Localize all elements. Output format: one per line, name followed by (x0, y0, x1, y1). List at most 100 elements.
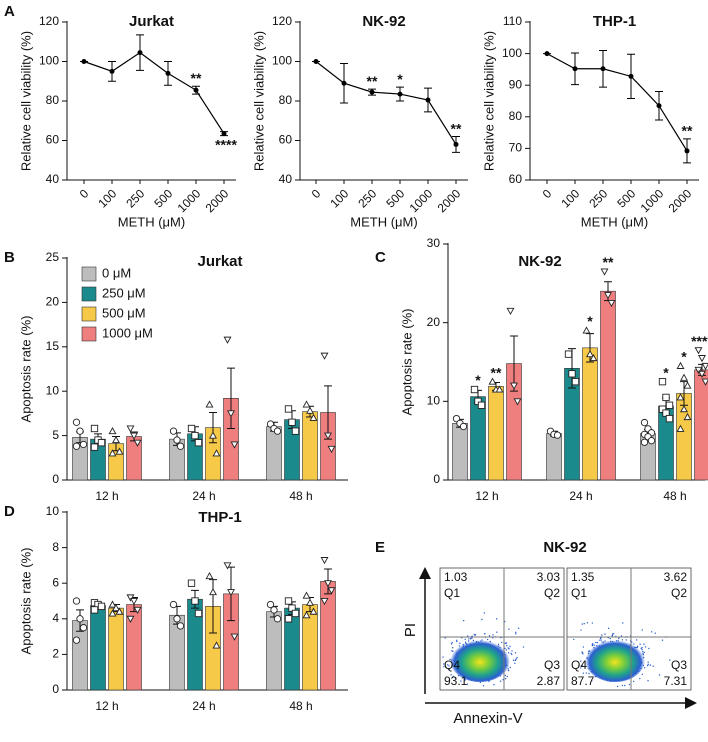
x-tick-label: 12 h (95, 699, 118, 713)
quadrant-value: 7.31 (664, 674, 688, 688)
data-point (698, 370, 706, 378)
data-point (193, 87, 199, 93)
data-point (284, 405, 293, 413)
event-dot (466, 635, 469, 637)
event-dot (468, 638, 470, 640)
data-point (676, 361, 685, 369)
data-point (397, 91, 403, 97)
data-point (284, 615, 293, 623)
data-point (640, 438, 649, 446)
event-dot (456, 639, 458, 642)
quadrant-name: Q4 (444, 658, 460, 672)
event-dot (641, 673, 644, 676)
data-point (452, 414, 461, 423)
quadrant-value: 93.1 (444, 674, 468, 688)
y-tick-label: 4 (52, 611, 59, 625)
quadrant-name: Q2 (671, 586, 687, 600)
data-point (79, 440, 88, 449)
event-dot (585, 672, 587, 674)
data-point (628, 73, 634, 79)
data-point (553, 431, 562, 439)
event-dot (462, 619, 465, 622)
significance: ** (603, 254, 614, 270)
event-dot (644, 646, 647, 648)
x-tick-label: 2000 (666, 186, 695, 215)
quadrant-value: 1.35 (571, 570, 595, 584)
event-dot (506, 675, 509, 678)
y-tick-label: 5 (52, 428, 59, 442)
chart-title: THP-1 (593, 13, 636, 30)
event-dot (582, 646, 585, 648)
data-point (369, 89, 375, 95)
error-bar (227, 367, 235, 429)
event-dot (601, 634, 603, 636)
density-blob (585, 638, 645, 682)
data-point (477, 401, 486, 409)
event-dot (479, 681, 482, 684)
quadrant-name: Q2 (544, 586, 560, 600)
data-point (701, 362, 708, 371)
event-dot (607, 627, 610, 630)
y-axis-label: PI (402, 623, 419, 637)
significance: ** (451, 120, 462, 136)
event-dot (580, 667, 582, 669)
data-point (291, 609, 300, 618)
event-dot (451, 646, 454, 649)
significance: ** (191, 70, 202, 86)
chart-title: Jurkat (129, 13, 174, 30)
data-point (701, 378, 708, 386)
data-point (223, 562, 232, 570)
data-point (115, 447, 124, 455)
panel-label: C (375, 249, 386, 266)
chart-title: Jurkat (197, 253, 242, 270)
x-tick-label: 48 h (289, 489, 312, 503)
data-point (221, 131, 227, 137)
y-tick-label: 90 (509, 77, 523, 91)
event-dot (599, 637, 602, 640)
legend-swatch (81, 266, 97, 282)
data-point (191, 431, 199, 440)
y-tick-label: 80 (279, 93, 293, 107)
data-point (683, 381, 692, 389)
event-dot (582, 653, 584, 655)
data-point (302, 400, 311, 408)
event-dot (504, 674, 507, 677)
x-tick-label: 1000 (407, 186, 436, 215)
data-point (209, 587, 217, 596)
event-dot (499, 680, 502, 682)
x-tick-label: 24 h (192, 489, 215, 503)
event-dot (639, 643, 641, 645)
bar (90, 605, 106, 691)
bar (302, 411, 318, 481)
chart-title: NK-92 (362, 13, 405, 30)
quadrant-value: 2.87 (537, 674, 561, 688)
data-point (568, 370, 576, 378)
x-axis-label: Annexin-V (453, 710, 522, 727)
data-point (169, 600, 178, 609)
event-dot (635, 639, 638, 641)
event-dot (452, 675, 454, 678)
y-tick-label: 80 (46, 93, 60, 107)
x-axis-label: METH (μM) (350, 214, 417, 229)
y-tick-label: 80 (509, 109, 523, 123)
data-point (453, 141, 459, 147)
event-dot (613, 633, 615, 635)
event-dot (643, 667, 646, 669)
data-point (698, 355, 706, 363)
event-dot (515, 658, 518, 660)
error-bar (586, 333, 594, 363)
data-point (284, 597, 293, 605)
y-tick-label: 15 (46, 339, 60, 353)
y-tick-label: 10 (427, 394, 441, 408)
data-point (306, 598, 314, 606)
legend-label: 1000 μM (102, 325, 153, 340)
data-point (205, 400, 214, 408)
data-point (194, 609, 203, 618)
data-point (327, 587, 336, 595)
event-dot (616, 685, 619, 688)
data-point (108, 427, 117, 435)
event-dot (515, 631, 517, 633)
data-point (76, 615, 84, 623)
y-tick-label: 0 (52, 682, 59, 696)
event-dot (669, 659, 671, 661)
